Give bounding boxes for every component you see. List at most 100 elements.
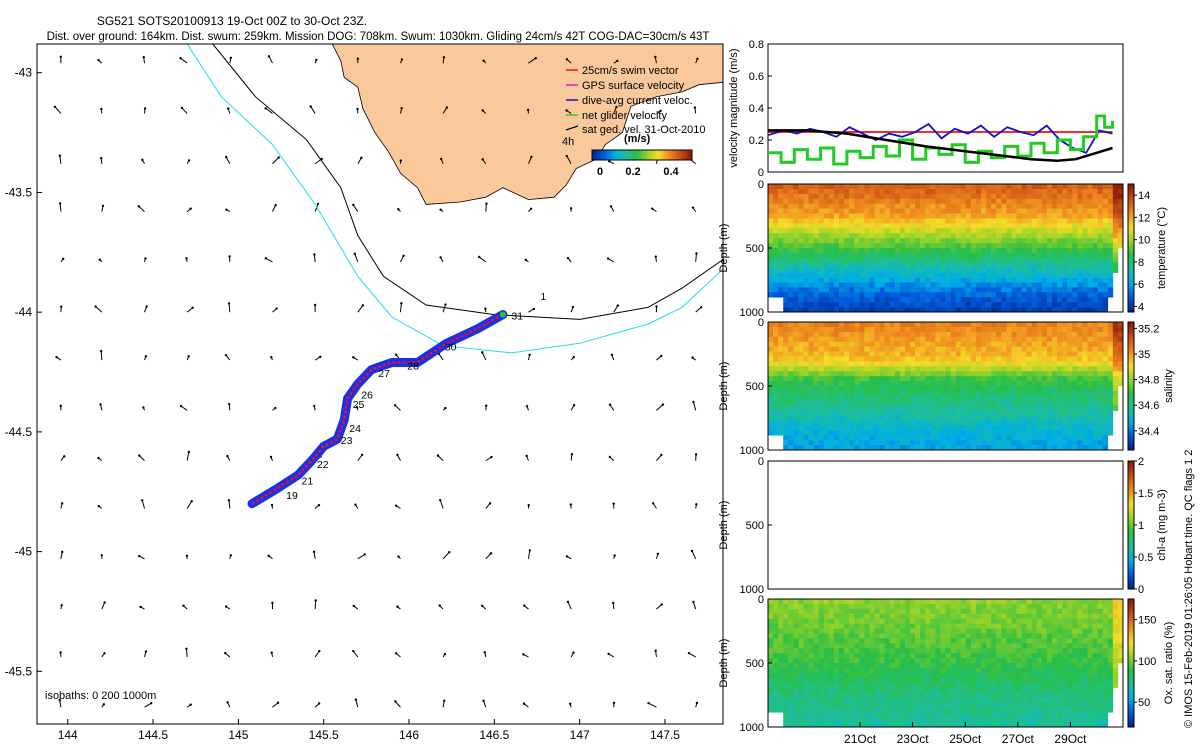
heatmap-cell — [1006, 272, 1012, 278]
heatmap-cell — [773, 277, 779, 283]
heatmap-cell — [1102, 218, 1109, 224]
heatmap-cell — [849, 390, 855, 397]
heatmap-cell — [854, 257, 860, 264]
heatmap-cell — [839, 653, 845, 659]
heatmap-cell — [869, 722, 875, 728]
heatmap-cell — [1077, 252, 1083, 259]
current-arrowhead — [610, 353, 614, 357]
heatmap-cell — [884, 702, 891, 708]
heatmap-cell — [1102, 390, 1109, 397]
heatmap-cell — [808, 415, 814, 421]
heatmap-cell — [1052, 366, 1058, 372]
heatmap-cell — [859, 198, 865, 204]
heatmap-cell — [1011, 425, 1017, 431]
heatmap-cell — [864, 400, 870, 406]
heatmap-cell — [1016, 208, 1022, 214]
heatmap-cell — [874, 618, 880, 624]
heatmap-cell — [1097, 297, 1104, 303]
heatmap-cell — [1062, 297, 1068, 303]
heatmap-cell — [808, 687, 814, 693]
heatmap-cell — [889, 336, 896, 342]
heatmap-cell — [813, 603, 820, 610]
heatmap-cell — [793, 257, 799, 264]
heatmap-cell — [803, 361, 809, 367]
heatmap-cell — [879, 405, 885, 411]
heatmap-cell — [889, 198, 896, 204]
heatmap-cell — [1021, 213, 1027, 219]
heatmap-cell — [869, 307, 875, 313]
colorbar-segment — [1128, 298, 1134, 302]
heatmap-cell — [773, 658, 779, 664]
colorbar-segment — [1128, 485, 1134, 489]
heatmap-cell — [894, 400, 901, 406]
heatmap-cell — [1057, 262, 1063, 268]
heatmap-cell — [996, 252, 1002, 259]
current-arrowhead — [615, 105, 618, 109]
heatmap-cell — [920, 381, 926, 387]
heatmap-cell — [833, 228, 840, 234]
heatmap-cell — [1097, 188, 1104, 195]
colorbar-segment — [1128, 256, 1134, 260]
heatmap-cell — [910, 351, 916, 357]
heatmap-cell — [839, 682, 845, 688]
current-arrowhead — [277, 156, 280, 159]
heatmap-cell — [864, 208, 870, 214]
heatmap-cell — [788, 603, 794, 610]
heatmap-cell — [1041, 390, 1048, 397]
heatmap-cell — [945, 381, 951, 387]
heatmap-cell — [773, 603, 779, 610]
heatmap-cell — [828, 248, 835, 254]
current-arrowhead — [439, 498, 442, 502]
heatmap-cell — [899, 302, 906, 308]
heatmap-cell — [869, 623, 875, 629]
heatmap-cell — [813, 712, 820, 718]
heatmap-cell — [960, 376, 967, 382]
heatmap-cell — [828, 184, 835, 190]
colorbar-segment — [1128, 309, 1134, 313]
heatmap-cell — [1036, 297, 1043, 303]
heatmap-cell — [798, 653, 804, 659]
heatmap-cell — [818, 400, 825, 406]
colorbar-segment — [1128, 463, 1134, 467]
heatmap-cell — [874, 292, 880, 298]
heatmap-cell — [1082, 257, 1088, 264]
heatmap-cell — [1021, 336, 1027, 342]
heatmap-cell — [803, 603, 809, 610]
heatmap-cell — [894, 376, 901, 382]
heatmap-cell — [894, 277, 901, 283]
heatmap-cell — [965, 386, 972, 392]
heatmap-cell — [778, 633, 784, 639]
heatmap-cell — [955, 302, 962, 308]
legend-colorbar-segment — [687, 150, 690, 160]
heatmap-cell — [1112, 188, 1119, 195]
heatmap-cell — [788, 297, 794, 303]
heatmap-cell — [1077, 238, 1083, 244]
heatmap-cell — [965, 405, 972, 411]
heatmap-cell — [803, 297, 809, 303]
legend-colorbar-segment — [604, 150, 608, 160]
current-arrowhead — [570, 453, 574, 456]
heatmap-cell — [950, 420, 956, 426]
heatmap-cell — [889, 233, 896, 239]
heatmap-cell — [798, 282, 804, 288]
heatmap-cell — [859, 371, 865, 377]
heatmap-cell — [818, 712, 825, 718]
heatmap-cell — [864, 405, 870, 411]
heatmap-cell — [1006, 228, 1012, 234]
colorbar-segment — [1128, 280, 1134, 284]
heatmap-cell — [869, 223, 875, 229]
heatmap-cell — [884, 184, 891, 190]
heatmap-cell — [788, 203, 794, 209]
heatmap-cell — [981, 326, 987, 333]
heatmap-cell — [940, 400, 946, 406]
heatmap-cell — [920, 213, 926, 219]
heatmap-cell — [1052, 193, 1058, 200]
heatmap-cell — [813, 430, 820, 436]
heatmap-cell — [808, 420, 814, 426]
heatmap-cell — [1087, 262, 1093, 268]
heatmap-cell — [844, 272, 850, 278]
colorbar-segment — [1128, 493, 1134, 497]
heatmap-cell — [874, 400, 880, 406]
heatmap-cell — [1057, 400, 1063, 406]
heatmap-cell — [1072, 248, 1078, 254]
